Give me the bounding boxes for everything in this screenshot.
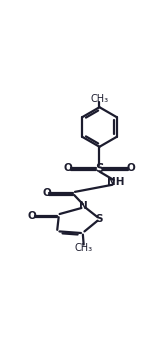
Text: CH₃: CH₃ bbox=[90, 94, 109, 104]
Text: S: S bbox=[95, 162, 104, 175]
Text: NH: NH bbox=[107, 177, 124, 187]
Text: N: N bbox=[79, 201, 88, 211]
Text: S: S bbox=[96, 214, 103, 224]
Text: O: O bbox=[63, 163, 72, 173]
Text: O: O bbox=[127, 163, 136, 173]
Text: O: O bbox=[28, 211, 37, 221]
Text: CH₃: CH₃ bbox=[75, 243, 93, 253]
Text: O: O bbox=[42, 188, 51, 198]
